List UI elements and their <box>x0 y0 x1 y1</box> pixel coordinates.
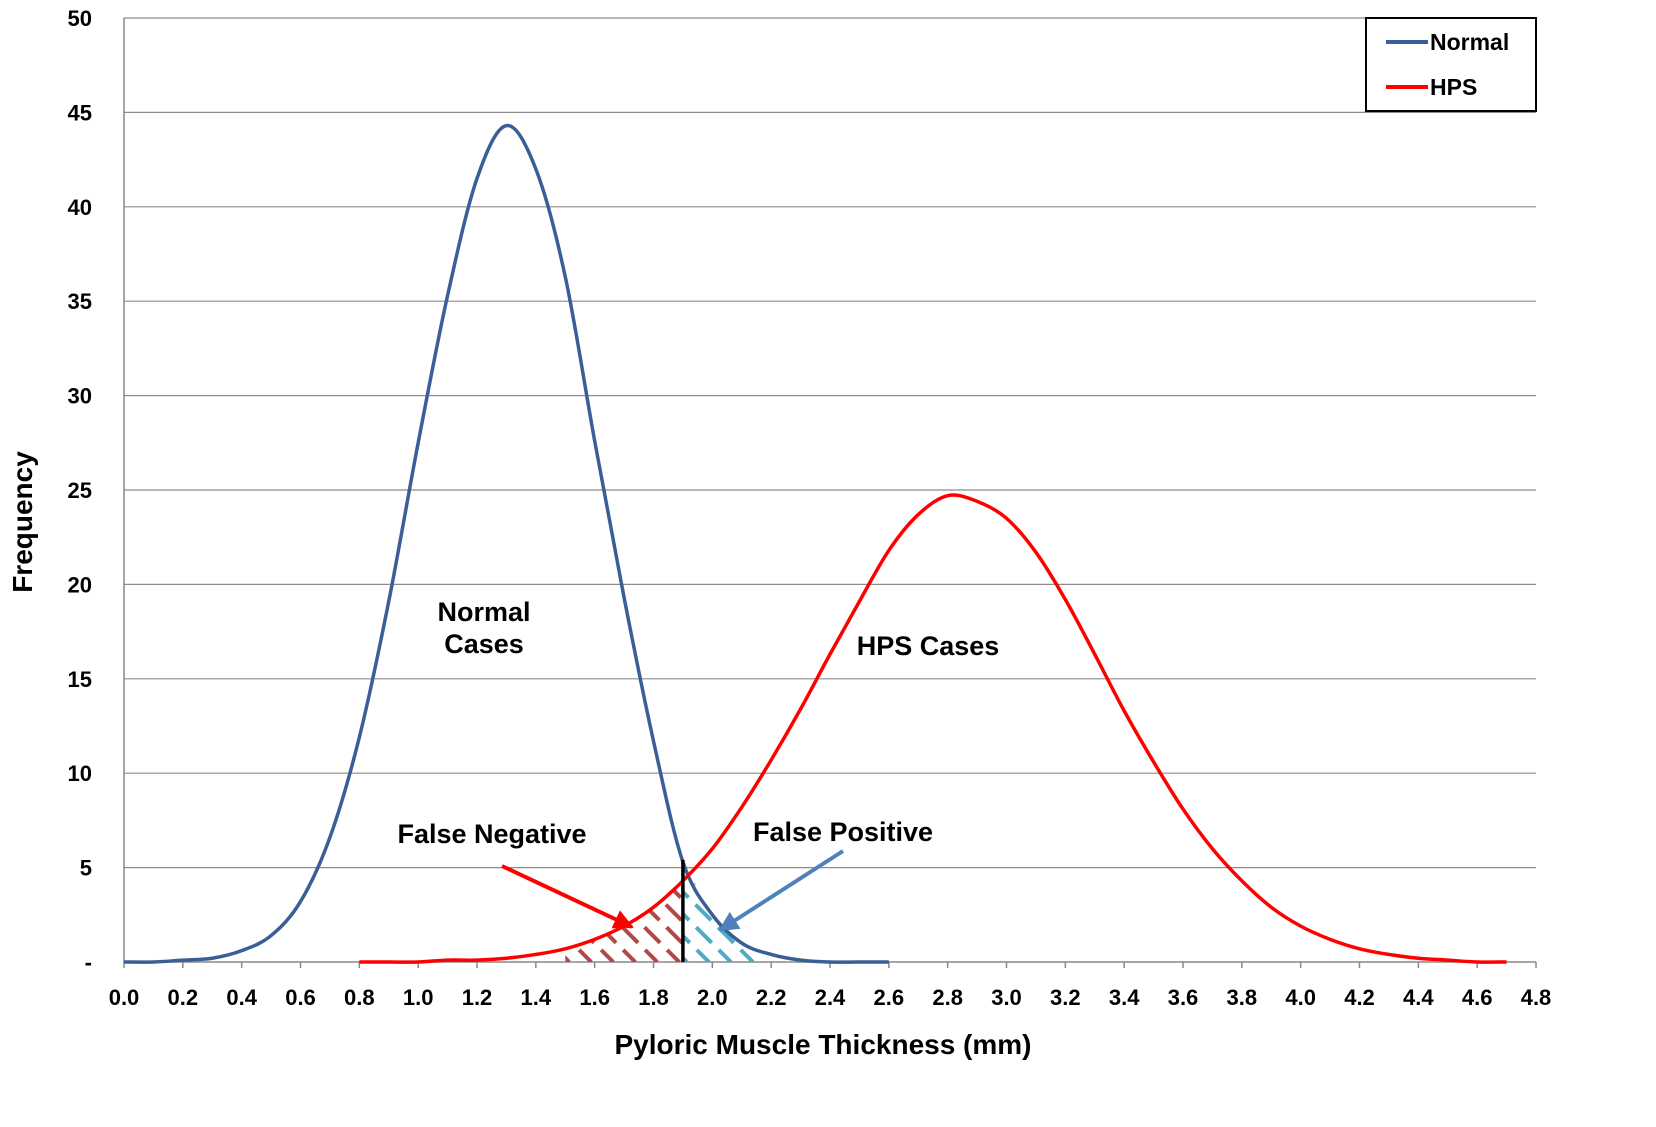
x-tick-label: 1.6 <box>579 985 610 1010</box>
x-tick-label: 1.4 <box>521 985 552 1010</box>
x-tick-labels: 0.0 0.2 0.4 0.6 0.8 1.0 1.2 1.4 1.6 1.8 2.0 2.2 2.4 2… <box>109 985 1552 1010</box>
x-tick-label: 1.2 <box>462 985 493 1010</box>
hatch-line <box>783 882 863 962</box>
hatch-line <box>805 882 885 962</box>
x-tick-label: 3.6 <box>1168 985 1199 1010</box>
x-tick-label: 2.4 <box>815 985 846 1010</box>
y-tick-label: 50 <box>68 6 92 31</box>
y-tick-label: 15 <box>68 667 92 692</box>
x-tick-label: 3.4 <box>1109 985 1140 1010</box>
false-positive-arrow <box>718 849 845 932</box>
y-tick-label: 35 <box>68 289 92 314</box>
x-tick-label: 2.6 <box>874 985 905 1010</box>
x-tick-label: 0.0 <box>109 985 140 1010</box>
x-tick-label: 2.2 <box>756 985 787 1010</box>
x-tick-label: 0.2 <box>168 985 199 1010</box>
x-tick-label: 2.0 <box>697 985 728 1010</box>
x-tick-label: 0.4 <box>226 985 257 1010</box>
x-tick-marks <box>123 962 1537 968</box>
x-tick-label: 4.8 <box>1521 985 1552 1010</box>
series-line-normal <box>123 123 889 964</box>
x-tick-label: 3.2 <box>1050 985 1081 1010</box>
x-tick-label: 3.8 <box>1227 985 1258 1010</box>
legend: Normal HPS <box>1365 17 1537 112</box>
gridlines <box>124 17 1536 869</box>
legend-label-hps: HPS <box>1430 74 1477 100</box>
y-tick-label: 5 <box>80 856 92 881</box>
y-tick-label: 25 <box>68 478 92 503</box>
false-negative-arrow <box>501 864 634 929</box>
y-tick-labels: - 5 10 15 20 25 30 35 40 45 50 <box>68 6 92 975</box>
x-tick-label: 4.2 <box>1344 985 1375 1010</box>
y-tick-label: 45 <box>68 100 92 125</box>
y-tick-label: - <box>85 950 92 975</box>
hatch-line <box>682 880 755 962</box>
x-axis-title: Pyloric Muscle Thickness (mm) <box>614 1029 1031 1060</box>
hatch-line <box>565 880 593 962</box>
false-positive-label: False Positive <box>753 817 933 847</box>
hps-cases-label: HPS Cases <box>857 631 1000 661</box>
y-tick-label: 10 <box>68 761 92 786</box>
y-tick-label: 30 <box>68 384 92 409</box>
series-line-hps <box>359 493 1507 964</box>
x-tick-label: 2.8 <box>932 985 963 1010</box>
y-axis-title: Frequency <box>7 451 38 593</box>
normal-cases-label-line2: Cases <box>444 629 524 659</box>
legend-box <box>1365 17 1537 112</box>
legend-label-normal: Normal <box>1430 29 1509 55</box>
x-tick-label: 1.0 <box>403 985 434 1010</box>
hatch-line <box>565 880 615 962</box>
x-tick-label: 1.8 <box>638 985 669 1010</box>
false-positive-hatch <box>682 880 885 962</box>
y-tick-label: 40 <box>68 195 92 220</box>
x-tick-label: 0.6 <box>285 985 316 1010</box>
x-tick-label: 3.0 <box>991 985 1022 1010</box>
x-tick-label: 4.6 <box>1462 985 1493 1010</box>
y-tick-label: 20 <box>68 572 92 597</box>
x-tick-label: 0.8 <box>344 985 375 1010</box>
x-tick-label: 4.4 <box>1403 985 1434 1010</box>
hatch-line <box>445 882 525 962</box>
hatch-line <box>663 880 683 962</box>
false-negative-label: False Negative <box>397 819 586 849</box>
normal-cases-label-line1: Normal <box>437 597 530 627</box>
x-tick-label: 4.0 <box>1285 985 1316 1010</box>
hatch-line <box>467 882 547 962</box>
